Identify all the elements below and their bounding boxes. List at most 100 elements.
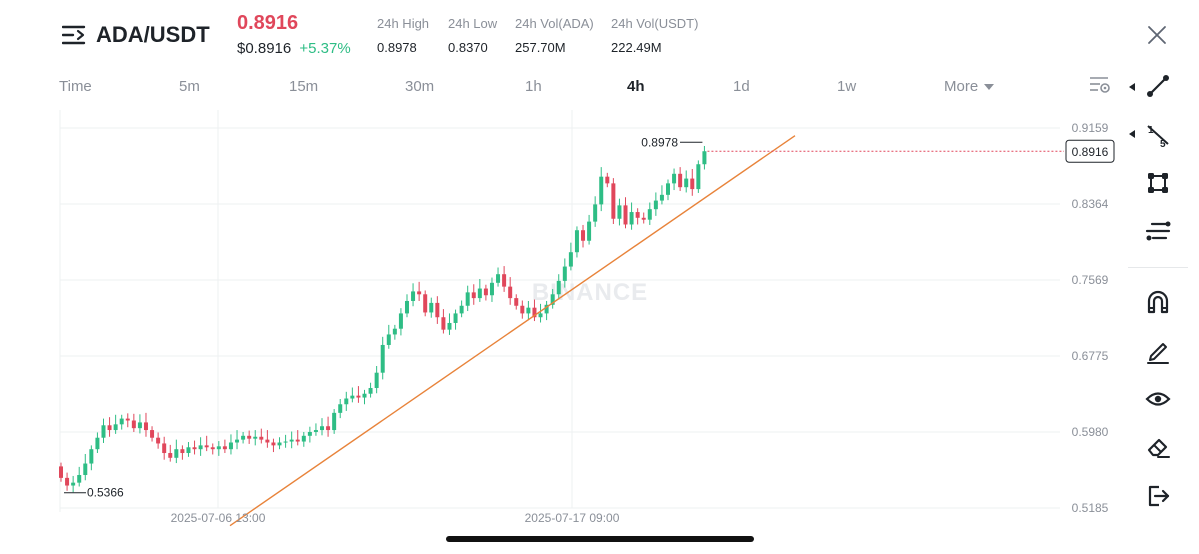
fibonacci-tool-icon[interactable]: 1 5: [1144, 121, 1172, 149]
tab-more[interactable]: More: [944, 78, 995, 95]
pencil-icon[interactable]: [1144, 337, 1172, 365]
price-usd: $0.8916: [237, 40, 292, 57]
tab-1h[interactable]: 1h: [525, 78, 542, 95]
close-icon[interactable]: [1146, 24, 1168, 46]
candle-body: [71, 482, 76, 486]
candle-body: [593, 204, 598, 222]
y-tick-label: 0.8364: [1072, 197, 1109, 211]
tab-1w[interactable]: 1w: [837, 78, 857, 95]
trendline-tool-icon[interactable]: [1144, 72, 1172, 100]
exit-icon[interactable]: [1144, 482, 1172, 510]
candle-body: [629, 212, 634, 225]
candle-body: [605, 176, 610, 184]
candle-body: [550, 294, 555, 305]
parallel-lines-tool-icon[interactable]: [1144, 217, 1172, 245]
candle-body: [423, 294, 428, 313]
candle-body: [313, 430, 318, 432]
candle-body: [271, 442, 276, 446]
stat-label: 24h Vol(ADA): [515, 16, 594, 31]
candle-body: [526, 307, 531, 314]
header: ADA/USDT 0.8916 $0.8916 +5.37% 24h High …: [0, 0, 1120, 70]
tab-5m[interactable]: 5m: [179, 78, 200, 95]
tab-time[interactable]: Time: [59, 78, 92, 95]
candle-body: [502, 274, 507, 287]
candle-body: [599, 176, 604, 205]
candle-body: [95, 437, 100, 450]
candle-body: [666, 183, 670, 195]
stat-24h-vol-usdt: 24h Vol(USDT) 222.49M: [611, 16, 698, 55]
x-axis: 2025-07-06 13:00 2025-07-17 09:00: [171, 511, 620, 525]
candle-body: [641, 217, 646, 220]
candle-body: [320, 426, 325, 431]
candle-body: [216, 446, 221, 450]
candle-body: [477, 288, 482, 299]
candle-body: [465, 292, 470, 306]
x-tick-label: 2025-07-06 13:00: [171, 511, 266, 525]
tab-15m[interactable]: 15m: [289, 78, 319, 95]
candle-body: [672, 173, 677, 184]
candle-body: [344, 398, 349, 405]
stat-value: 257.70M: [515, 40, 566, 55]
candle-body: [429, 302, 434, 313]
pair-title[interactable]: ADA/USDT: [96, 22, 210, 47]
candle-body: [101, 425, 106, 438]
stat-value: 222.49M: [611, 40, 662, 55]
menu-icon[interactable]: [62, 22, 88, 48]
chart-settings-icon[interactable]: [1088, 74, 1112, 96]
stat-label: 24h Vol(USDT): [611, 16, 699, 31]
candle-body: [562, 266, 567, 281]
candle-body: [404, 300, 409, 314]
stat-24h-vol-ada: 24h Vol(ADA) 257.70M: [515, 16, 594, 55]
candle-body: [568, 252, 573, 267]
candle-body: [174, 449, 179, 458]
candle-body: [356, 395, 361, 398]
candle-body: [623, 205, 628, 225]
candle-body: [210, 447, 215, 450]
candle-body: [350, 395, 355, 399]
candle-body: [574, 230, 579, 253]
tab-1d[interactable]: 1d: [733, 78, 750, 95]
candle-body: [59, 466, 63, 478]
y-tick-label: 0.6775: [1072, 349, 1109, 363]
candle-body: [690, 178, 695, 190]
candle-body: [398, 313, 403, 329]
candle-body: [89, 449, 94, 464]
y-tick-label: 0.5185: [1072, 501, 1109, 515]
candle-body: [253, 436, 258, 439]
eraser-icon[interactable]: [1144, 433, 1172, 461]
chart-overlays: 0.8916 0.8978 0.5366: [64, 135, 1115, 527]
candle-body: [538, 313, 543, 318]
candle-body: [77, 475, 82, 483]
candle-body: [137, 422, 142, 429]
candle-body: [131, 420, 136, 429]
candle-body: [483, 288, 488, 296]
eye-icon[interactable]: [1144, 385, 1172, 413]
candle-body: [581, 230, 586, 241]
candle-body: [198, 445, 203, 450]
candle-body: [65, 477, 70, 486]
current-price-box: [1065, 139, 1115, 163]
magnet-icon[interactable]: [1144, 288, 1172, 316]
candle-body: [107, 425, 112, 431]
candle-body: [295, 439, 300, 442]
candle-body: [204, 445, 209, 448]
tool-caret-icon: [1129, 83, 1135, 91]
home-indicator: [446, 536, 754, 542]
candle-body: [635, 212, 640, 218]
candle-body: [653, 200, 658, 210]
candle-body: [362, 393, 367, 398]
rectangle-tool-icon[interactable]: [1144, 169, 1172, 197]
candle-body: [168, 453, 173, 458]
tab-4h[interactable]: 4h: [627, 78, 645, 95]
svg-text:5: 5: [1160, 139, 1166, 149]
candle-body: [471, 292, 476, 299]
candle-body: [392, 328, 397, 335]
candle-body: [447, 322, 452, 330]
candle-body: [338, 404, 343, 413]
chevron-down-icon: [984, 84, 995, 91]
candle-body: [532, 307, 537, 318]
last-price: 0.8916: [237, 12, 299, 34]
tab-30m[interactable]: 30m: [405, 78, 435, 95]
candles: [59, 145, 707, 493]
